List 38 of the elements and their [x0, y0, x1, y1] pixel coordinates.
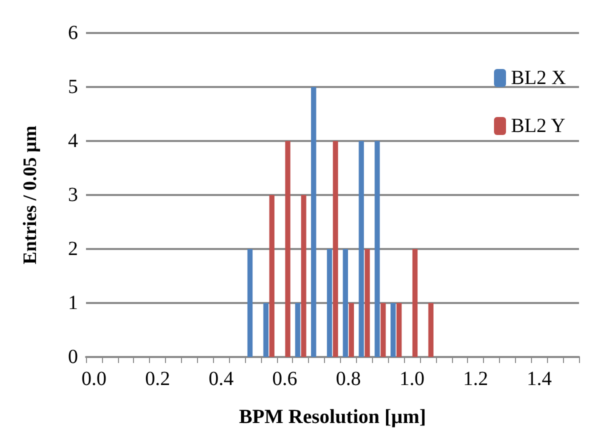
x-tick-label: 0.2 — [145, 368, 170, 390]
y-tick-label: 4 — [68, 130, 78, 152]
x-tick-label: 1.0 — [400, 368, 425, 390]
x-tick-label: 0.6 — [272, 368, 298, 390]
bar — [269, 195, 274, 357]
bar — [285, 141, 290, 357]
bar — [342, 249, 348, 357]
y-axis-title: Entries / 0.05 µm — [20, 126, 41, 264]
y-tick-label: 2 — [68, 238, 78, 260]
y-tick-label: 0 — [68, 346, 78, 368]
bar — [301, 195, 306, 357]
y-tick-label: 5 — [68, 76, 78, 98]
bar — [247, 249, 253, 357]
x-tick-label: 1.4 — [526, 368, 552, 390]
bar — [326, 249, 332, 357]
legend-label: BL2 X — [511, 67, 567, 89]
bar — [263, 303, 268, 357]
bar — [311, 87, 316, 357]
bar — [412, 249, 418, 357]
x-axis-title: BPM Resolution [µm] — [238, 406, 426, 428]
y-tick-label: 3 — [68, 184, 78, 206]
bar — [380, 303, 386, 357]
bar — [428, 303, 434, 357]
bar — [396, 303, 402, 357]
y-tick-label: 6 — [68, 22, 78, 44]
x-tick-label: 1.2 — [463, 368, 488, 390]
x-tick-label: 0.8 — [336, 368, 361, 390]
x-tick-label: 0.0 — [81, 368, 106, 390]
bar — [332, 141, 338, 357]
x-tick-label: 0.4 — [208, 368, 234, 390]
bar — [348, 303, 354, 357]
bar — [364, 249, 370, 357]
bar — [374, 141, 380, 357]
legend-label: BL2 Y — [511, 115, 566, 137]
bar — [390, 303, 396, 357]
y-tick-label: 1 — [68, 292, 78, 314]
bar — [295, 303, 300, 357]
bar — [358, 141, 364, 357]
